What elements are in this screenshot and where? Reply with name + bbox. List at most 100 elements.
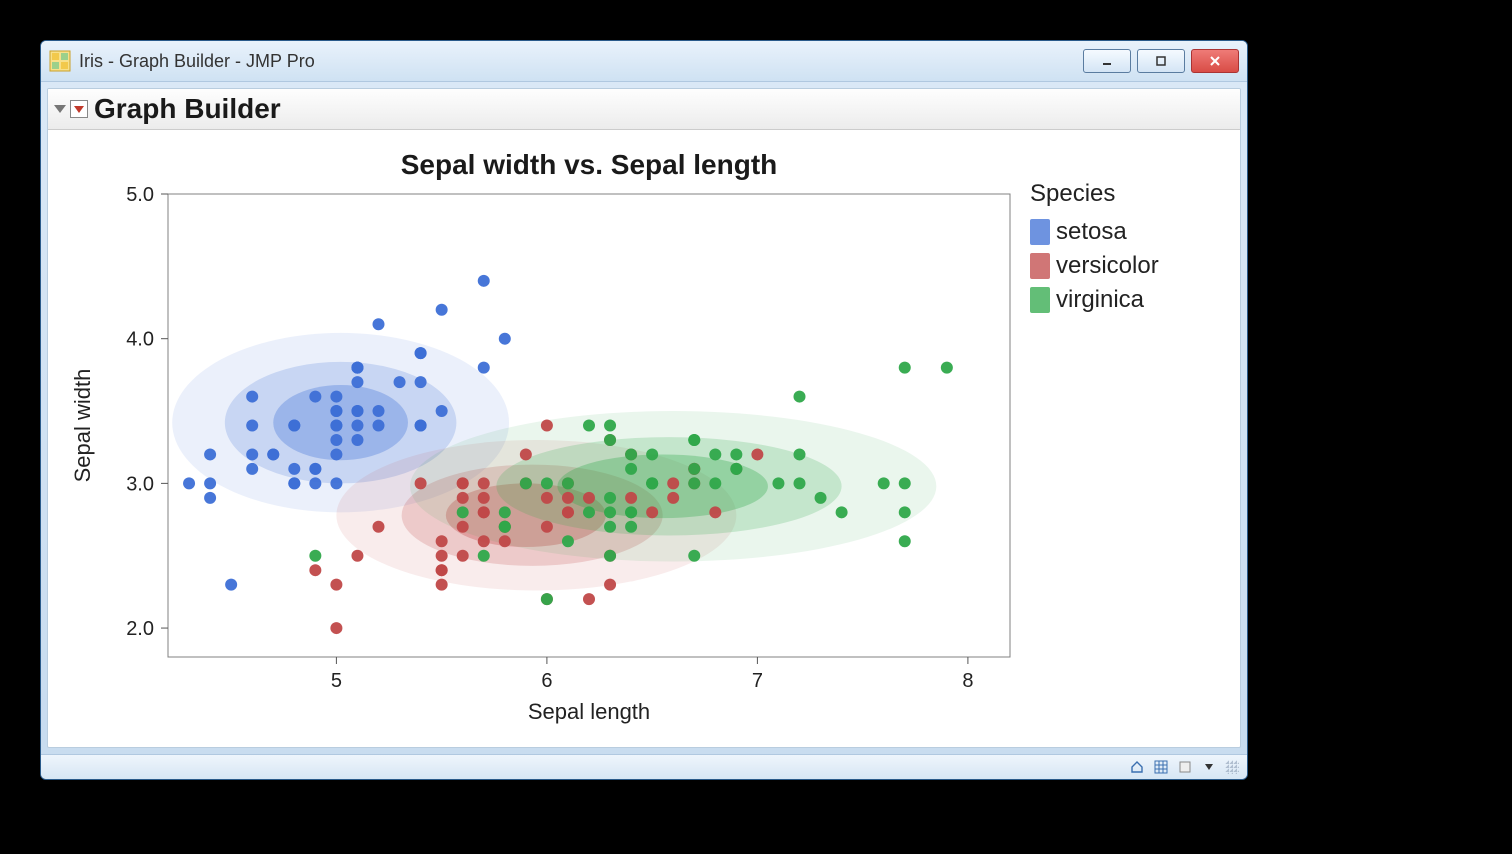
data-point[interactable] <box>794 448 806 460</box>
data-point[interactable] <box>709 506 721 518</box>
data-point[interactable] <box>373 405 385 417</box>
data-point[interactable] <box>351 362 363 374</box>
data-point[interactable] <box>330 579 342 591</box>
data-point[interactable] <box>604 550 616 562</box>
data-point[interactable] <box>899 506 911 518</box>
data-point[interactable] <box>562 535 574 547</box>
legend-item-virginica[interactable]: virginica <box>1030 286 1220 314</box>
data-point[interactable] <box>836 506 848 518</box>
data-point[interactable] <box>794 391 806 403</box>
data-point[interactable] <box>794 477 806 489</box>
disclosure-triangle-icon[interactable] <box>54 105 66 113</box>
data-point[interactable] <box>457 521 469 533</box>
data-point[interactable] <box>751 448 763 460</box>
data-point[interactable] <box>772 477 784 489</box>
data-point[interactable] <box>625 448 637 460</box>
data-point[interactable] <box>288 477 300 489</box>
data-point[interactable] <box>204 448 216 460</box>
data-point[interactable] <box>520 448 532 460</box>
data-point[interactable] <box>478 535 490 547</box>
data-point[interactable] <box>625 492 637 504</box>
data-point[interactable] <box>288 420 300 432</box>
data-point[interactable] <box>351 405 363 417</box>
data-point[interactable] <box>688 434 700 446</box>
data-point[interactable] <box>436 550 448 562</box>
data-point[interactable] <box>267 448 279 460</box>
data-point[interactable] <box>204 492 216 504</box>
data-point[interactable] <box>646 477 658 489</box>
data-point[interactable] <box>457 492 469 504</box>
data-point[interactable] <box>436 535 448 547</box>
titlebar[interactable]: Iris - Graph Builder - JMP Pro <box>41 41 1247 82</box>
grid-icon[interactable] <box>1153 759 1169 775</box>
data-point[interactable] <box>309 463 321 475</box>
data-point[interactable] <box>415 376 427 388</box>
data-point[interactable] <box>436 405 448 417</box>
data-point[interactable] <box>457 506 469 518</box>
data-point[interactable] <box>646 506 658 518</box>
data-point[interactable] <box>478 550 490 562</box>
data-point[interactable] <box>394 376 406 388</box>
data-point[interactable] <box>351 420 363 432</box>
legend-item-setosa[interactable]: setosa <box>1030 218 1220 246</box>
square-icon[interactable] <box>1177 759 1193 775</box>
data-point[interactable] <box>604 434 616 446</box>
data-point[interactable] <box>646 448 658 460</box>
data-point[interactable] <box>373 521 385 533</box>
data-point[interactable] <box>436 564 448 576</box>
data-point[interactable] <box>351 376 363 388</box>
data-point[interactable] <box>625 506 637 518</box>
legend-item-versicolor[interactable]: versicolor <box>1030 252 1220 280</box>
data-point[interactable] <box>288 463 300 475</box>
data-point[interactable] <box>330 434 342 446</box>
data-point[interactable] <box>309 564 321 576</box>
data-point[interactable] <box>330 477 342 489</box>
data-point[interactable] <box>541 477 553 489</box>
data-point[interactable] <box>730 448 742 460</box>
data-point[interactable] <box>246 463 258 475</box>
data-point[interactable] <box>351 434 363 446</box>
data-point[interactable] <box>499 333 511 345</box>
data-point[interactable] <box>541 521 553 533</box>
data-point[interactable] <box>246 420 258 432</box>
data-point[interactable] <box>478 492 490 504</box>
data-point[interactable] <box>541 420 553 432</box>
data-point[interactable] <box>709 477 721 489</box>
data-point[interactable] <box>625 463 637 475</box>
data-point[interactable] <box>583 506 595 518</box>
data-point[interactable] <box>478 275 490 287</box>
data-point[interactable] <box>688 477 700 489</box>
data-point[interactable] <box>941 362 953 374</box>
data-point[interactable] <box>604 420 616 432</box>
data-point[interactable] <box>309 477 321 489</box>
data-point[interactable] <box>415 420 427 432</box>
data-point[interactable] <box>373 420 385 432</box>
data-point[interactable] <box>478 506 490 518</box>
data-point[interactable] <box>899 362 911 374</box>
data-point[interactable] <box>688 550 700 562</box>
data-point[interactable] <box>667 477 679 489</box>
data-point[interactable] <box>330 420 342 432</box>
data-point[interactable] <box>478 477 490 489</box>
data-point[interactable] <box>730 463 742 475</box>
data-point[interactable] <box>815 492 827 504</box>
data-point[interactable] <box>330 622 342 634</box>
data-point[interactable] <box>667 492 679 504</box>
data-point[interactable] <box>541 593 553 605</box>
data-point[interactable] <box>604 506 616 518</box>
maximize-button[interactable] <box>1137 49 1185 73</box>
data-point[interactable] <box>562 506 574 518</box>
data-point[interactable] <box>583 593 595 605</box>
data-point[interactable] <box>309 391 321 403</box>
data-point[interactable] <box>415 347 427 359</box>
data-point[interactable] <box>499 506 511 518</box>
data-point[interactable] <box>499 521 511 533</box>
data-point[interactable] <box>457 477 469 489</box>
data-point[interactable] <box>562 492 574 504</box>
data-point[interactable] <box>373 318 385 330</box>
data-point[interactable] <box>604 492 616 504</box>
data-point[interactable] <box>709 448 721 460</box>
data-point[interactable] <box>457 550 469 562</box>
data-point[interactable] <box>899 477 911 489</box>
data-point[interactable] <box>520 477 532 489</box>
